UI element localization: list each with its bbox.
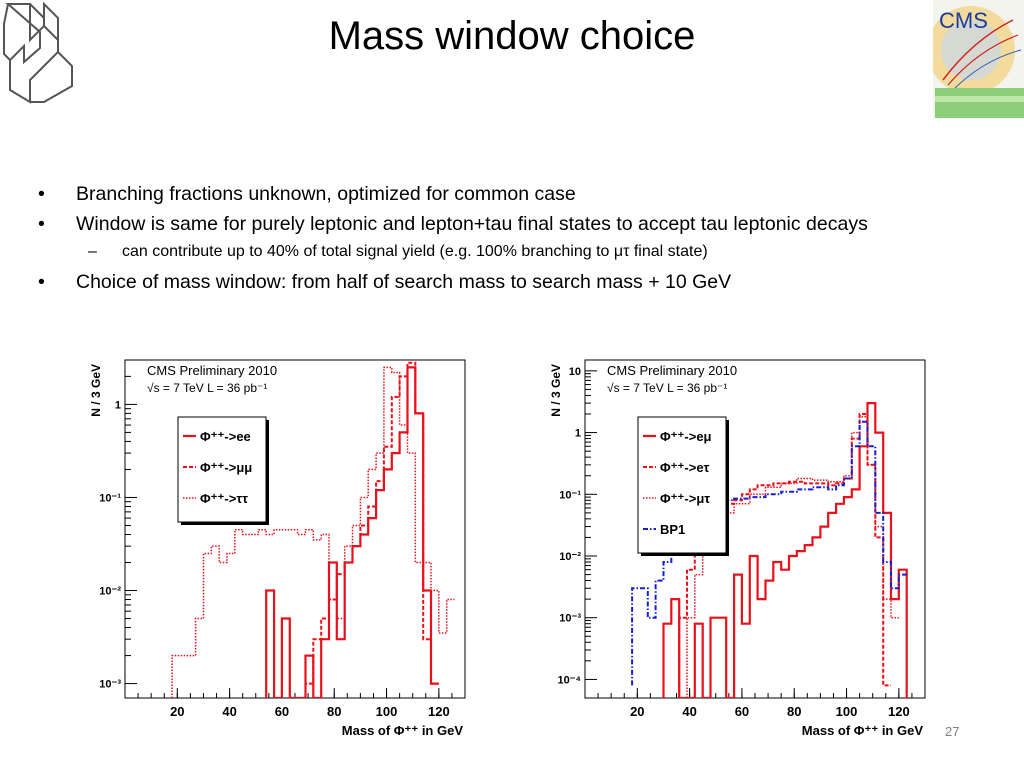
plot-frame: [584, 359, 926, 699]
dash-icon: –: [88, 243, 97, 260]
y-tick-label: 10⁻²: [99, 586, 121, 598]
x-tick-label: 20: [630, 704, 644, 719]
bullet-item: • Window is same for purely leptonic and …: [36, 212, 976, 236]
legend-label: Φ⁺⁺->eτ: [660, 460, 710, 475]
bullet-item: • Choice of mass window: from half of sea…: [36, 270, 976, 294]
y-tick-label: 10⁻²: [559, 551, 581, 563]
y-tick-label: 1: [115, 399, 121, 411]
y-axis-label: N / 3 GeV: [549, 364, 563, 417]
bullet-text: Window is same for purely leptonic and l…: [76, 213, 868, 235]
y-tick-label: 10⁻⁴: [558, 674, 581, 686]
legend-label: Φ⁺⁺->eμ: [660, 429, 712, 444]
series-line: [662, 401, 908, 698]
y-axis-label: N / 3 GeV: [89, 364, 103, 417]
y-tick-label: 10⁻¹: [99, 492, 121, 504]
x-axis-label: Mass of Φ⁺⁺ in GeV: [342, 723, 464, 738]
page-number: 27: [945, 724, 960, 739]
y-tick-label: 10⁻³: [559, 613, 581, 625]
chart-title: CMS Preliminary 2010: [147, 363, 277, 378]
bullet-dot-icon: •: [38, 183, 45, 205]
slide-title: Mass window choice: [328, 14, 696, 58]
histogram-plot-left: 20 40 60 80 100 120 10⁻³ 10⁻² 10⁻¹ 1 Mass of Φ⁺⁺ i…: [89, 359, 466, 738]
chart-title: CMS Preliminary 2010: [607, 363, 737, 378]
chart-subtitle: √s = 7 TeV L = 36 pb⁻¹: [147, 381, 267, 395]
sub-bullet-item: – can contribute up to 40% of total signa…: [36, 242, 976, 262]
sub-bullet-text: can contribute up to 40% of total signal…: [122, 243, 708, 260]
y-tick-label: 10⁻¹: [559, 489, 581, 501]
cms-logo-text: CMS: [939, 8, 988, 33]
x-tick-label: 60: [735, 704, 749, 719]
legend-box: [177, 416, 267, 523]
bullet-list: • Branching fractions unknown, optimized …: [36, 182, 976, 300]
legend-label: Φ⁺⁺->μμ: [200, 460, 252, 475]
legend-label: BP1: [660, 522, 685, 537]
y-tick-label: 10: [569, 366, 581, 378]
x-tick-label: 100: [376, 704, 398, 719]
cms-logo: CMS: [933, 0, 1024, 118]
legend-label: Φ⁺⁺->ee: [200, 429, 251, 444]
series-line: [631, 420, 907, 686]
chart-subtitle: √s = 7 TeV L = 36 pb⁻¹: [607, 381, 727, 395]
x-tick-label: 80: [327, 704, 341, 719]
legend-box: [637, 416, 727, 554]
x-tick-label: 40: [682, 704, 696, 719]
x-tick-label: 100: [836, 704, 858, 719]
x-axis-label: Mass of Φ⁺⁺ in GeV: [802, 723, 924, 738]
series-line: [304, 361, 439, 698]
legend-label: Φ⁺⁺->ττ: [200, 491, 248, 506]
institution-logo: [3, 1, 73, 104]
x-tick-label: 20: [170, 704, 184, 719]
x-tick-label: 80: [787, 704, 801, 719]
bullet-text: Branching fractions unknown, optimized f…: [76, 183, 576, 205]
y-tick-label: 1: [575, 428, 581, 440]
histogram-plot-right: 20 40 60 80 100 120 10⁻⁴ 10⁻³ 10⁻² 10⁻¹ 1 10 Mass of…: [549, 359, 926, 738]
x-tick-label: 60: [275, 704, 289, 719]
bullet-dot-icon: •: [38, 271, 45, 293]
bullet-text: Choice of mass window: from half of sear…: [76, 271, 732, 293]
bullet-dot-icon: •: [38, 213, 45, 235]
bullet-item: • Branching fractions unknown, optimized …: [36, 182, 976, 206]
y-tick-label: 10⁻³: [99, 679, 121, 691]
x-tick-label: 40: [222, 704, 236, 719]
x-tick-label: 120: [428, 704, 450, 719]
x-tick-label: 120: [888, 704, 910, 719]
legend-label: Φ⁺⁺->μτ: [660, 491, 710, 506]
